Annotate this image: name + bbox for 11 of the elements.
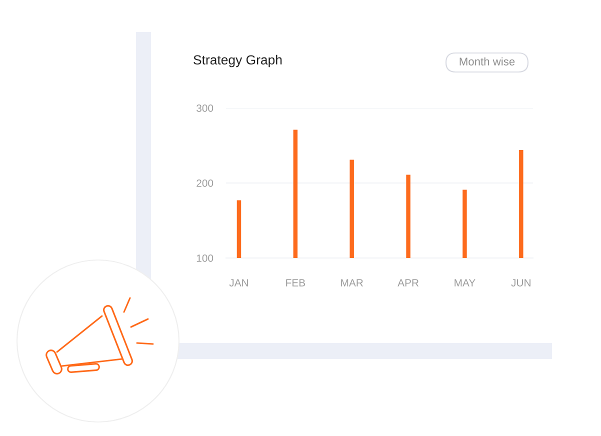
x-tick-label: JAN [229,279,248,286]
y-tick-label: 300 [196,104,214,112]
x-tick-label: MAR [341,279,363,286]
x-tick-label: FEB [286,279,305,286]
text: Month wise [460,57,515,66]
y-tick-label: 200 [196,180,214,187]
x-tick-label: JUN [511,279,530,286]
x-tick-label: MAY [454,279,476,286]
x-tick-label: APR [398,279,419,286]
chart-title: Strategy Graph [194,54,282,68]
y-tick-label: 100 [196,254,214,262]
